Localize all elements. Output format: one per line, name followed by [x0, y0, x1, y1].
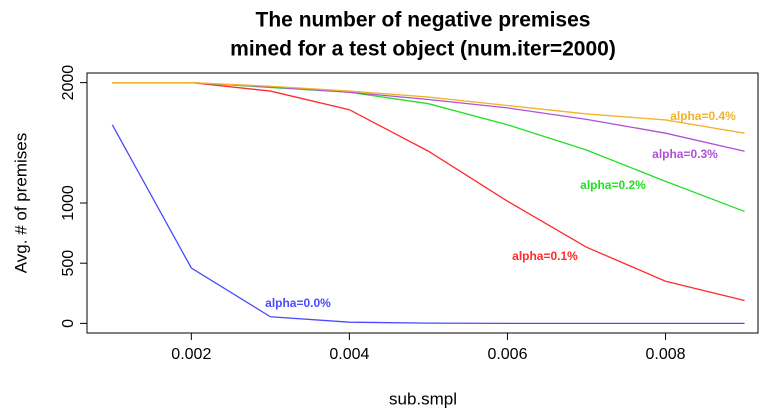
- y-axis-label: Avg. # of premises: [11, 133, 30, 273]
- x-tick-label: 0.008: [646, 346, 686, 363]
- x-axis-label: sub.smpl: [389, 389, 457, 408]
- x-tick-label: 0.002: [171, 346, 211, 363]
- series-line: [112, 81, 745, 134]
- y-tick-label: 2000: [60, 65, 77, 101]
- chart-title: mined for a test object (num.iter=2000): [230, 38, 616, 61]
- series-label: alpha=0.4%: [670, 109, 736, 123]
- chart-title: The number of negative premises: [256, 9, 591, 32]
- series-label: alpha=0.0%: [265, 296, 331, 310]
- plot-frame: [86, 72, 759, 334]
- series-label: alpha=0.2%: [580, 178, 646, 192]
- series-line: [112, 81, 745, 213]
- y-tick-label: 1000: [60, 185, 77, 221]
- y-tick-label: 0: [60, 319, 77, 328]
- series-line: [111, 124, 745, 325]
- x-tick-label: 0.006: [487, 346, 527, 363]
- y-tick-label: 500: [60, 250, 77, 277]
- series-line: [112, 81, 745, 152]
- series-label: alpha=0.3%: [652, 147, 718, 161]
- series-label: alpha=0.1%: [512, 249, 578, 263]
- series-line: [112, 81, 745, 302]
- x-tick-label: 0.004: [329, 346, 369, 363]
